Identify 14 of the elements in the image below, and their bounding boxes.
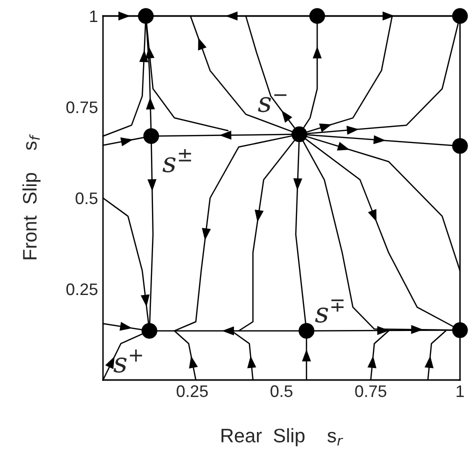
x-tick-label: 0.75 — [355, 385, 386, 398]
x-tick-label: 0.5 — [270, 385, 292, 398]
y-tick-label: 1 — [90, 10, 98, 22]
x-axis-title: Rear Slip s$_{r}$ — [222, 428, 344, 446]
y-tick-label: 0.5 — [76, 192, 98, 204]
y-axis-title: Front Slip s$_{f}$ — [22, 134, 41, 260]
annotation: s$^{+}$ — [114, 349, 142, 373]
annotation: s$^{∓}$ — [315, 299, 344, 323]
y-tick-label: 0.75 — [66, 101, 98, 114]
annotation: s$^{±}$ — [162, 149, 192, 172]
x-tick-label: 0.25 — [176, 385, 208, 398]
annotation: s$^{−}$ — [258, 94, 286, 112]
y-tick-label: 0.25 — [66, 283, 98, 296]
x-tick-label: 1 — [456, 385, 464, 397]
